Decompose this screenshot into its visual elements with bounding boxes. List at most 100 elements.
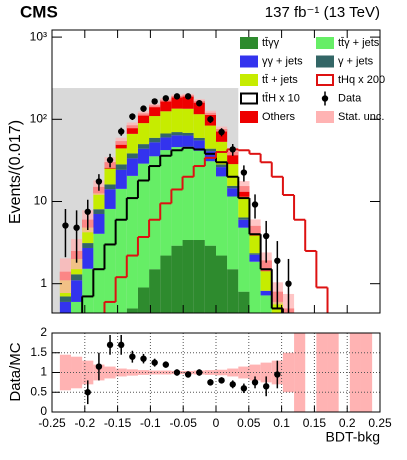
stack-segment: [238, 227, 250, 292]
stack-segment: [238, 196, 250, 218]
ratio-point: [118, 341, 125, 349]
legend-label: tt̄H x 10: [262, 92, 300, 104]
stack-segment: [93, 209, 105, 214]
ratio-point: [207, 379, 214, 386]
stat-unc-band: [126, 122, 138, 129]
stack-segment: [126, 175, 138, 309]
ratio-y-tick-label: 0: [40, 404, 47, 418]
stack-segment: [260, 271, 272, 291]
data-point: [173, 93, 181, 100]
stat-unc-band: [115, 137, 127, 145]
stack-segment: [204, 161, 216, 246]
stack-segment: [137, 287, 150, 313]
data-point: [240, 169, 248, 176]
stack-segment: [182, 146, 194, 241]
ratio-y-tick-label: 1.5: [30, 345, 47, 359]
x-tick-label: 0.25: [368, 416, 392, 430]
ratio-point: [151, 359, 158, 366]
stack-segment: [160, 111, 172, 134]
legend-label: γγ + jets: [262, 55, 303, 67]
data-point: [84, 208, 91, 215]
stack-segment: [126, 125, 138, 134]
x-tick-label: 0.2: [339, 416, 356, 430]
ratio-point: [129, 353, 136, 360]
stack-segment: [216, 255, 228, 313]
stack-segment: [149, 142, 161, 157]
stat-unc-band: [238, 181, 250, 192]
data-point: [218, 128, 225, 136]
stack-segment: [249, 235, 261, 254]
x-tick-label: 0.05: [237, 416, 261, 430]
stack-segment: [193, 114, 205, 138]
data-point: [118, 128, 125, 135]
stack-segment: [216, 164, 228, 168]
y-tick-label: 10³: [30, 29, 47, 43]
stack-segment: [182, 240, 194, 313]
stack-segment: [182, 108, 194, 133]
stack-segment: [104, 184, 116, 190]
stack-segment: [249, 253, 261, 255]
stack-segment: [227, 151, 239, 165]
stack-segment: [82, 227, 94, 244]
ratio-y-tick-label: 0.5: [30, 384, 47, 398]
legend-swatch: [316, 37, 334, 49]
ratio-point: [184, 371, 192, 378]
stack-segment: [249, 261, 261, 313]
stack-segment: [227, 196, 239, 270]
axes: CMS 137 fb⁻¹ (13 TeV) Events/(0.017) Dat…: [7, 2, 392, 444]
stack-segment: [238, 291, 250, 313]
legend-label: Data: [338, 92, 362, 104]
stack-segment: [216, 141, 228, 165]
legend-label: tt̄ + jets: [262, 74, 298, 86]
legend-label: γ + jets: [338, 55, 374, 67]
stack-segment: [137, 123, 150, 145]
ratio-point: [229, 381, 236, 388]
stack-segment: [137, 148, 150, 164]
ratio-point: [274, 371, 281, 378]
x-tick-label: 0: [213, 416, 220, 430]
stack-segment: [171, 108, 183, 133]
ratio-y-tick-label: 1: [40, 365, 47, 379]
x-axis-label: BDT-bkg: [326, 429, 380, 445]
stack-segment: [249, 321, 260, 323]
stack-segment: [193, 150, 205, 241]
stack-segment: [171, 135, 183, 148]
data-point: [129, 113, 136, 120]
stack-segment: [227, 269, 239, 313]
ratio-point: [218, 377, 225, 384]
stat-unc-band: [249, 219, 261, 234]
stat-unc-band: [204, 110, 216, 116]
stack-segment: [149, 269, 161, 313]
stat-unc-band: [149, 103, 161, 108]
legend-swatch: [240, 74, 258, 86]
ratio-stat-band: [260, 362, 272, 383]
stack-segment: [71, 280, 83, 302]
stack-segment: [71, 301, 83, 313]
stack-segment: [93, 213, 105, 234]
x-tick-label: -0.2: [74, 416, 95, 430]
legend-swatch: [240, 55, 258, 68]
stack-segment: [160, 133, 172, 138]
ratio-stat-band: [249, 364, 261, 381]
stack-segment: [227, 164, 239, 186]
ratio-point: [196, 369, 203, 376]
stack-segment: [182, 95, 194, 109]
stack-segment: [193, 137, 205, 141]
stack-segment: [59, 296, 72, 302]
stack-segment: [204, 245, 216, 313]
stack-segment: [204, 151, 216, 162]
x-tick-label: -0.25: [38, 416, 66, 430]
ratio-stat-band: [294, 333, 306, 412]
stack-segment: [204, 125, 216, 149]
ratio-point: [162, 361, 170, 368]
ratio-stat-band: [59, 354, 72, 391]
stack-segment: [104, 189, 116, 209]
stat-unc-band: [59, 258, 72, 294]
ratio-point: [262, 383, 270, 390]
chart-subtitle: 137 fb⁻¹ (13 TeV): [265, 4, 380, 21]
ratio-stat-band: [360, 333, 373, 412]
stack-segment: [104, 168, 116, 185]
stack-segment: [216, 176, 228, 256]
data-point: [162, 95, 170, 102]
stack-segment: [59, 301, 72, 313]
